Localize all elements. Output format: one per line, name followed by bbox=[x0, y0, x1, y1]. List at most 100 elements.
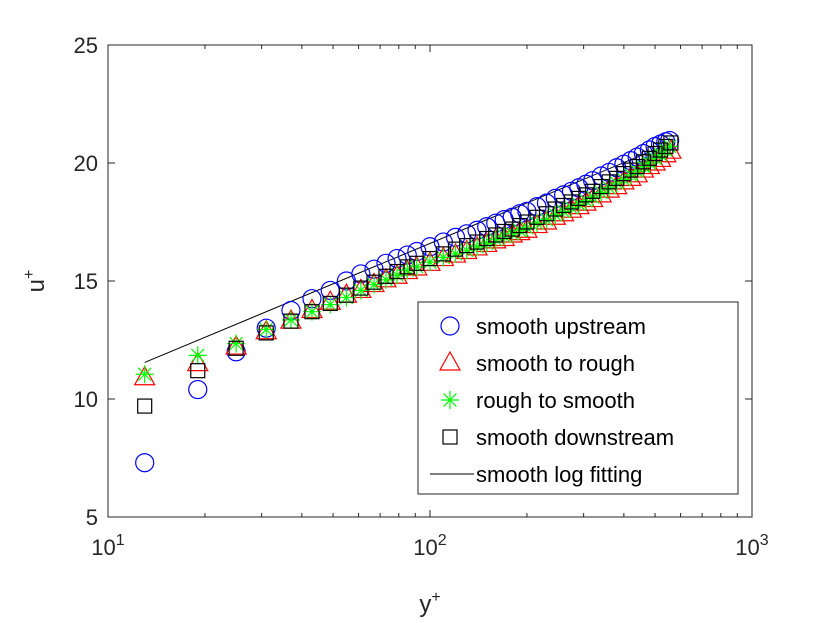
marker-shape bbox=[585, 183, 601, 199]
x-tick-label-base: 10 bbox=[413, 535, 437, 560]
data-point-smooth-downstream bbox=[635, 154, 652, 170]
data-point-smooth-downstream bbox=[283, 313, 299, 329]
marker-shape bbox=[459, 238, 475, 254]
marker-shape bbox=[447, 241, 464, 257]
marker-stroke bbox=[497, 229, 512, 243]
y-tick-label: 5 bbox=[86, 505, 98, 530]
data-point-smooth-downstream bbox=[479, 230, 495, 247]
marker-shape bbox=[304, 304, 320, 320]
marker-stroke bbox=[400, 263, 415, 278]
data-point-smooth-downstream bbox=[422, 250, 438, 267]
x-tick-label-exponent: 1 bbox=[116, 532, 125, 549]
marker-shape bbox=[186, 351, 209, 372]
data-point-smooth-downstream bbox=[663, 135, 679, 151]
series-rough-to-smooth bbox=[135, 137, 679, 384]
marker-shape bbox=[547, 201, 563, 217]
data-point-smooth-downstream bbox=[585, 183, 601, 199]
data-point-rough-to-smooth bbox=[546, 205, 565, 224]
data-point-smooth-downstream bbox=[496, 223, 512, 240]
marker-shape bbox=[435, 246, 451, 262]
data-point-rough-to-smooth bbox=[135, 365, 154, 384]
marker-shape bbox=[619, 166, 642, 186]
marker-stroke bbox=[443, 393, 457, 407]
legend-box bbox=[417, 301, 739, 495]
marker-stroke bbox=[488, 232, 503, 247]
marker-shape bbox=[422, 250, 438, 267]
marker-shape bbox=[442, 429, 458, 445]
data-point-smooth-upstream bbox=[188, 379, 208, 400]
legend-entry-smooth-log-fitting: smooth log fitting bbox=[430, 462, 642, 487]
data-point-smooth-downstream bbox=[629, 158, 645, 175]
y-axis-label: u+ bbox=[21, 270, 50, 293]
marker-stroke bbox=[530, 216, 544, 231]
y-tick-label: 15 bbox=[74, 269, 98, 294]
data-point-smooth-downstream bbox=[435, 246, 451, 262]
y-axis-label-superscript: + bbox=[21, 270, 38, 279]
data-point-smooth-downstream bbox=[658, 138, 674, 155]
data-point-smooth-downstream bbox=[322, 295, 338, 312]
data-point-smooth-downstream bbox=[641, 150, 657, 166]
legend-entry-smooth-downstream: smooth downstream bbox=[442, 425, 674, 450]
data-point-smooth-to-rough bbox=[619, 166, 642, 186]
marker-shape bbox=[322, 295, 338, 312]
marker-shape bbox=[663, 135, 679, 151]
marker-shape bbox=[190, 363, 206, 379]
x-tick-label-exponent: 3 bbox=[760, 532, 769, 549]
legend-label: smooth downstream bbox=[476, 425, 674, 450]
data-point-rough-to-smooth bbox=[281, 310, 300, 329]
data-point-smooth-downstream bbox=[353, 280, 369, 296]
data-point-smooth-downstream bbox=[389, 263, 405, 280]
marker-shape bbox=[629, 158, 645, 175]
x-axis-label-superscript: + bbox=[431, 589, 440, 606]
data-point-rough-to-smooth bbox=[257, 320, 276, 339]
x-tick-label: 101 bbox=[91, 532, 124, 560]
data-point-rough-to-smooth bbox=[446, 244, 465, 263]
marker-shape bbox=[135, 453, 155, 473]
legend-label: smooth upstream bbox=[476, 314, 646, 339]
marker-stroke bbox=[259, 322, 274, 337]
data-point-smooth-downstream bbox=[459, 238, 475, 254]
marker-shape bbox=[641, 150, 657, 166]
legend-label: rough to smooth bbox=[476, 388, 635, 413]
marker-shape bbox=[225, 334, 248, 355]
data-point-smooth-downstream bbox=[378, 268, 394, 284]
legend-marker bbox=[442, 429, 458, 445]
data-point-smooth-downstream bbox=[409, 255, 425, 271]
data-point-smooth-downstream bbox=[519, 214, 535, 230]
legend-marker bbox=[438, 350, 462, 371]
data-point-smooth-downstream bbox=[547, 201, 563, 217]
marker-stroke bbox=[423, 255, 437, 269]
marker-shape bbox=[440, 316, 460, 336]
data-point-smooth-downstream bbox=[488, 227, 504, 243]
x-tick-label: 102 bbox=[413, 532, 446, 560]
marker-stroke bbox=[305, 304, 319, 319]
legend-entry-smooth-to-rough: smooth to rough bbox=[438, 350, 635, 376]
x-tick-label: 103 bbox=[735, 532, 768, 560]
data-point-rough-to-smooth bbox=[188, 346, 207, 365]
marker-stroke bbox=[323, 297, 338, 312]
marker-stroke bbox=[479, 236, 494, 251]
data-point-rough-to-smooth bbox=[554, 202, 573, 221]
marker-shape bbox=[188, 379, 208, 400]
marker-shape bbox=[228, 340, 244, 356]
data-point-rough-to-smooth bbox=[495, 227, 514, 246]
y-axis-label-main: u bbox=[23, 279, 50, 292]
marker-shape bbox=[378, 268, 394, 284]
marker-shape bbox=[488, 227, 504, 243]
data-point-rough-to-smooth bbox=[227, 334, 246, 353]
marker-shape bbox=[496, 223, 512, 240]
data-point-smooth-to-rough bbox=[225, 334, 248, 355]
marker-shape bbox=[283, 313, 299, 329]
data-point-smooth-downstream bbox=[538, 206, 555, 222]
marker-shape bbox=[519, 214, 535, 230]
marker-shape bbox=[353, 280, 369, 296]
legend-label: smooth to rough bbox=[476, 351, 635, 376]
marker-stroke bbox=[636, 159, 651, 174]
data-point-smooth-to-rough bbox=[186, 351, 209, 372]
marker-shape bbox=[389, 263, 405, 280]
marker-shape bbox=[469, 234, 485, 250]
marker-stroke bbox=[284, 313, 298, 327]
y-tick-label: 20 bbox=[74, 151, 98, 176]
legend-entry-smooth-upstream: smooth upstream bbox=[440, 314, 646, 339]
